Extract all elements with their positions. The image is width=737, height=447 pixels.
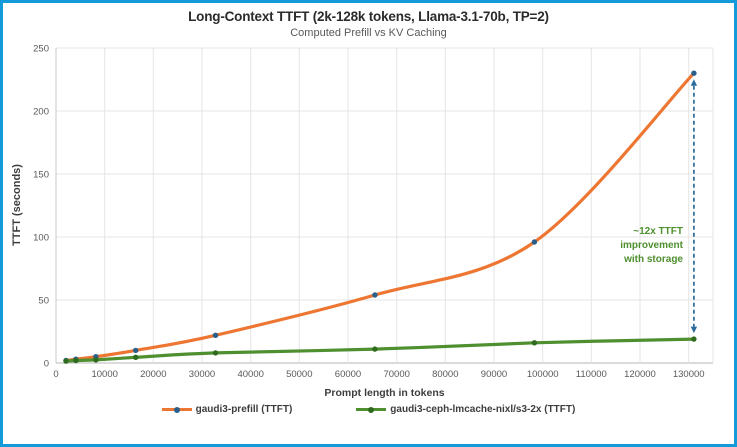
chart-subtitle: Computed Prefill vs KV Caching	[290, 27, 447, 39]
legend-item-prefill: gaudi3-prefill (TTFT)	[161, 404, 293, 415]
data-point-series-0	[372, 292, 378, 298]
x-tick-label: 70000	[383, 369, 409, 380]
x-tick-label: 110000	[576, 369, 607, 380]
x-tick-label: 120000	[624, 369, 656, 380]
x-tick-label: 50000	[286, 369, 312, 380]
x-tick-label: 60000	[335, 369, 361, 380]
y-tick-label: 250	[33, 44, 49, 55]
data-point-series-0	[133, 347, 139, 354]
legend-swatch-prefill	[161, 406, 192, 413]
legend-label-prefill: gaudi3-prefill (TTFT)	[195, 404, 293, 415]
y-tick-label: 200	[33, 107, 49, 118]
y-tick-label: 100	[33, 233, 49, 244]
arrowhead-up	[690, 79, 698, 86]
annotation-12x-improvement: ~12x TTFT improvement with storage	[620, 225, 683, 267]
annotation-line-2: improvement	[620, 240, 683, 251]
chart-title: Long-Context TTFT (2k-128k tokens, Llama…	[188, 9, 549, 24]
annotation-line-1: ~12x TTFT	[633, 226, 683, 237]
arrowhead-down	[690, 326, 698, 334]
x-tick-label: 30000	[189, 369, 215, 380]
data-point-series-1	[531, 340, 538, 346]
x-tick-label: 90000	[481, 369, 507, 380]
x-tick-label: 130000	[673, 369, 705, 380]
x-tick-label: 40000	[237, 369, 263, 380]
x-tick-label: 100000	[527, 369, 559, 380]
x-axis-title: Prompt length in tokens	[324, 387, 445, 399]
data-point-series-1	[212, 350, 219, 356]
y-axis-title: TTFT (seconds)	[11, 164, 23, 246]
data-point-series-1	[93, 357, 99, 363]
annotation-line-3: with storage	[624, 254, 683, 265]
x-tick-label: 10000	[91, 369, 117, 380]
y-tick-label: 150	[33, 170, 49, 181]
legend-item-lmcache: gaudi3-ceph-lmcache-nixl/s3-2x (TTFT)	[356, 404, 575, 415]
data-point-series-1	[372, 346, 378, 352]
legend: gaudi3-prefill (TTFT) gaudi3-ceph-lmcach…	[3, 404, 734, 415]
data-point-series-1	[73, 357, 79, 364]
legend-swatch-lmcache	[356, 406, 387, 413]
data-point-series-1	[691, 336, 697, 342]
data-point-series-0	[531, 239, 538, 245]
y-tick-label: 0	[44, 359, 49, 370]
x-tick-label: 20000	[140, 369, 166, 380]
data-point-series-0	[212, 332, 219, 338]
data-point-series-0	[691, 70, 697, 76]
legend-label-lmcache: gaudi3-ceph-lmcache-nixl/s3-2x (TTFT)	[390, 404, 576, 415]
series-line-0	[64, 71, 696, 363]
data-point-series-1	[63, 358, 69, 364]
x-tick-label: 0	[53, 369, 58, 380]
x-tick-label: 80000	[432, 369, 458, 380]
y-tick-label: 50	[38, 296, 49, 307]
series-line-1	[64, 337, 696, 363]
chart-plot: 0 50 100 150 200 250 0 10000 20000 30000 40000 5000…	[33, 44, 714, 380]
data-point-series-1	[133, 354, 139, 360]
